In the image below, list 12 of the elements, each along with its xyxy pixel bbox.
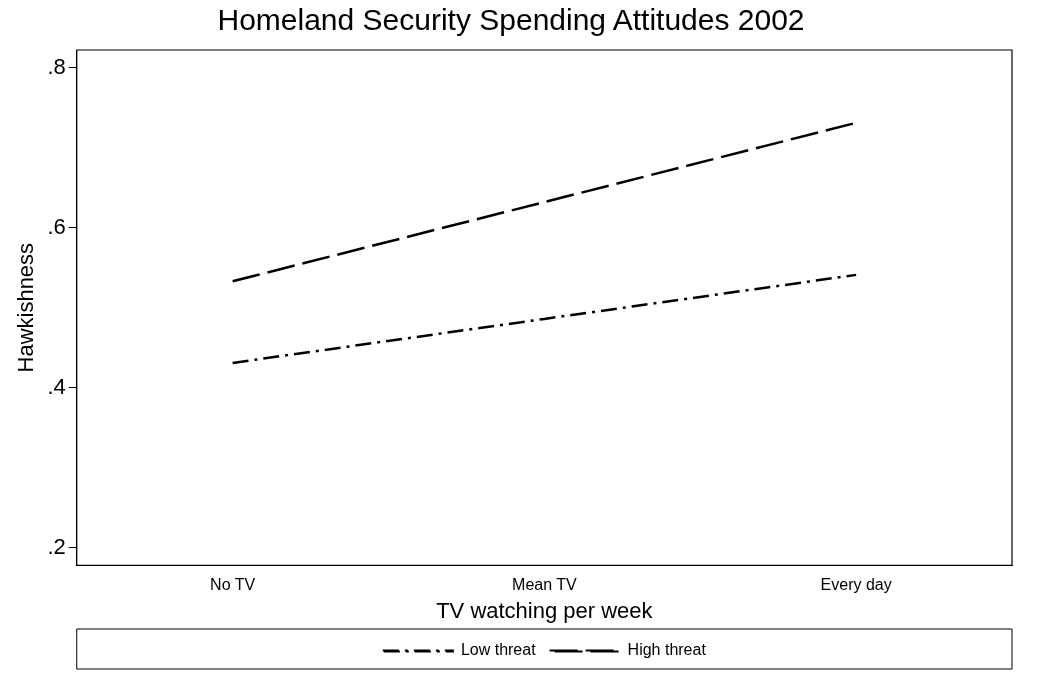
x-tick-label: No TV — [210, 576, 256, 594]
y-tick-label: .2 — [47, 533, 66, 559]
y-tick-label: .4 — [47, 373, 66, 399]
chart-title: Homeland Security Spending Attitudes 2002 — [217, 3, 805, 37]
x-tick-label: Every day — [820, 576, 892, 594]
legend-label: Low threat — [460, 641, 537, 659]
y-tick-label: .8 — [47, 53, 66, 79]
x-tick-label: Mean TV — [512, 576, 578, 594]
y-axis-title: Hawkishness — [13, 242, 39, 373]
legend-label: High threat — [627, 641, 707, 659]
y-tick-label: .6 — [47, 213, 66, 239]
x-axis-title: TV watching per week — [436, 597, 654, 623]
